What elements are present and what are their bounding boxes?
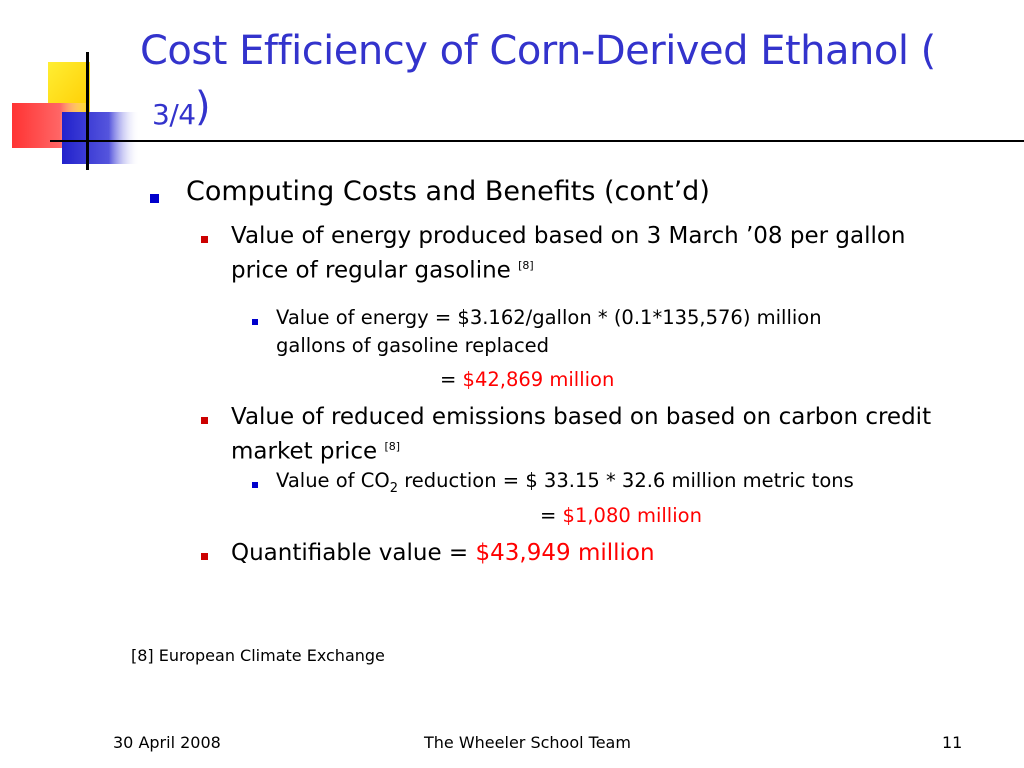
footer-page-number: 11: [942, 733, 963, 752]
co2-subscript: 2: [389, 480, 398, 496]
energy-line-1: Value of energy produced based on 3 Marc…: [231, 223, 906, 249]
quantifiable-line: Quantifiable value = $43,949 million: [231, 538, 655, 568]
co2-result-value: $1,080 million: [562, 504, 702, 527]
emissions-line-1: Value of reduced emissions based on base…: [231, 404, 932, 430]
title-divider: [50, 140, 1024, 142]
section-heading: Computing Costs and Benefits (cont’d): [186, 176, 710, 207]
energy-calc-line-1: Value of energy = $3.162/gallon * (0.1*1…: [276, 306, 822, 329]
co2-result-eq: =: [540, 504, 563, 527]
footer-date: 30 April 2008: [113, 733, 221, 752]
corner-decoration: [12, 52, 140, 170]
quantifiable-value: $43,949 million: [475, 540, 655, 566]
quantifiable-label: Quantifiable value =: [231, 540, 476, 566]
emissions-ref: [8]: [384, 440, 401, 453]
energy-line-2-text: price of regular gasoline: [231, 257, 511, 284]
page-title: Cost Efficiency of Corn-Derived Ethanol …: [140, 26, 1000, 131]
energy-ref: [8]: [518, 259, 534, 272]
emissions-line-2-text: market price: [231, 438, 378, 465]
energy-calc-line-2: gallons of gasoline replaced: [276, 334, 550, 357]
title-close: ): [195, 84, 211, 130]
emissions-line-2: market price [8]: [231, 432, 400, 467]
bullet-square-icon: [201, 417, 208, 424]
title-fraction: 3/4: [152, 98, 196, 131]
bullet-square-icon: [252, 482, 258, 488]
co2-suffix: reduction = $ 33.15 * 32.6 million metri…: [398, 469, 854, 492]
bullet-square-icon: [150, 194, 159, 203]
energy-result-eq: =: [440, 368, 463, 391]
energy-line-2: price of regular gasoline [8]: [231, 251, 534, 286]
energy-result: = $42,869 million: [440, 367, 614, 393]
co2-result: = $1,080 million: [540, 503, 702, 529]
bullet-square-icon: [201, 553, 208, 560]
title-main: Cost Efficiency of Corn-Derived Ethanol …: [140, 28, 936, 74]
footer-team: The Wheeler School Team: [424, 733, 631, 752]
bullet-square-icon: [201, 236, 208, 243]
co2-prefix: Value of CO: [276, 469, 390, 492]
co2-line: Value of CO2 reduction = $ 33.15 * 32.6 …: [276, 468, 854, 502]
bullet-square-icon: [252, 319, 258, 325]
energy-result-value: $42,869 million: [462, 368, 615, 391]
footnote: [8] European Climate Exchange: [131, 646, 385, 665]
